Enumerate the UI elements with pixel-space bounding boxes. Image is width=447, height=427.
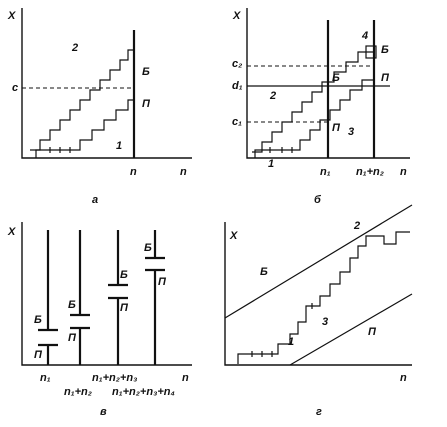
label: X	[232, 10, 241, 22]
label: 4	[361, 30, 368, 42]
label: П	[368, 326, 377, 338]
label: Б	[381, 44, 389, 56]
axes	[246, 8, 410, 159]
label: Б	[332, 72, 340, 84]
staircase	[252, 51, 374, 153]
caption: б	[314, 194, 322, 206]
boundary	[108, 230, 128, 365]
label: 2	[353, 220, 360, 232]
caption: а	[92, 194, 98, 206]
label: n₁+n₂+n₃+n₄	[112, 386, 175, 398]
caption: г	[316, 406, 322, 418]
label: П	[158, 276, 167, 288]
panel-b: X 4 c₂ Б d₁ Б П 2 c₁ П 3 1 n₁ n₁+n₂ n б	[232, 8, 410, 206]
label: n	[182, 372, 189, 384]
label: n	[180, 166, 187, 178]
staircase	[30, 49, 134, 151]
boundary	[70, 230, 90, 365]
axes	[224, 222, 412, 366]
label: 3	[348, 126, 354, 138]
label: c₂	[232, 58, 242, 70]
label: n₁	[40, 372, 51, 384]
panel-a: X 2 c Б П 1 n n а	[7, 8, 192, 206]
staircase	[237, 231, 410, 364]
staircase	[254, 79, 374, 158]
label: Б	[68, 299, 76, 311]
label: П	[120, 302, 129, 314]
label: n	[400, 166, 407, 178]
axes	[21, 8, 192, 159]
boundary	[145, 230, 165, 365]
panel-d: X 2 Б 3 1 П n г	[224, 204, 413, 418]
label: 2	[71, 42, 78, 54]
label: n₁+n₂	[64, 386, 92, 398]
label: Б	[144, 242, 152, 254]
label: 2	[269, 90, 276, 102]
label: n	[400, 372, 407, 384]
lower-boundary	[289, 293, 413, 366]
label: 3	[322, 316, 328, 328]
caption: в	[100, 406, 107, 418]
label: X	[229, 230, 238, 242]
label: 1	[288, 336, 294, 348]
label: n₁+n₂	[356, 166, 384, 178]
panel-c: X Б П Б П Б П Б П n₁ n₁+n₂ n₁+n₂+n₃ n₁+n…	[7, 222, 192, 418]
step-box	[365, 45, 377, 59]
label: X	[7, 10, 16, 22]
label: c	[12, 82, 18, 94]
label: 1	[268, 158, 274, 170]
axes	[21, 222, 192, 366]
label: n₁	[320, 166, 331, 178]
upper-boundary	[224, 204, 413, 319]
label: П	[34, 349, 43, 361]
label: Б	[34, 314, 42, 326]
label: 1	[116, 140, 122, 152]
label: П	[142, 98, 151, 110]
staircase	[35, 99, 134, 158]
boundary	[38, 230, 58, 365]
label: d₁	[232, 80, 243, 92]
label: n	[130, 166, 137, 178]
label: П	[332, 122, 341, 134]
label: П	[68, 332, 77, 344]
label: c₁	[232, 116, 242, 128]
label: Б	[260, 266, 268, 278]
label: n₁+n₂+n₃	[92, 372, 137, 384]
label: X	[7, 226, 16, 238]
label: Б	[120, 269, 128, 281]
label: Б	[142, 66, 150, 78]
label: П	[381, 72, 390, 84]
